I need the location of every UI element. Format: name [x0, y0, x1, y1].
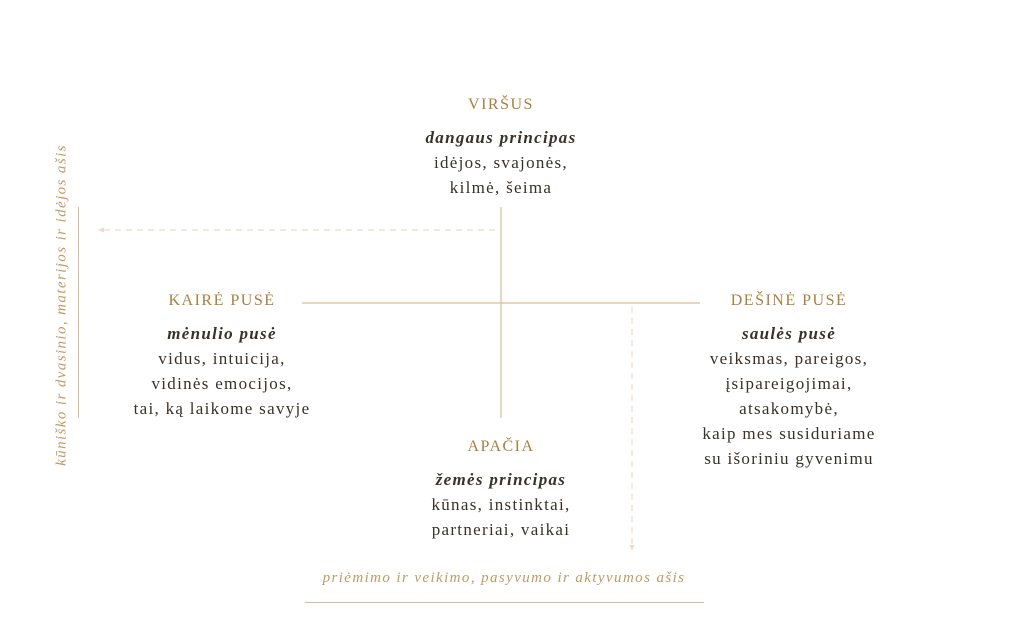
left-line: tai, ką laikome savyje — [133, 399, 311, 418]
bottom-line: partneriai, vaikai — [431, 520, 571, 539]
right-line: įsipareigojimai, — [725, 374, 853, 393]
bottom-line: kūnas, instinktai, — [431, 495, 571, 514]
bottom-section: APAČIA žemės principas kūnas, instinktai… — [431, 437, 570, 542]
top-line: idėjos, svajonės, — [433, 153, 568, 172]
top-title: VIRŠUS — [468, 96, 534, 113]
right-subtitle: saulės pusė — [741, 324, 837, 343]
left-line: vidus, intuicija, — [158, 349, 286, 368]
left-subtitle: mėnulio pusė — [167, 324, 277, 343]
top-subtitle: dangaus principas — [425, 128, 577, 147]
horizontal-axis-label: priėmimo ir veikimo, pasyvumo ir aktyvum… — [322, 570, 686, 586]
bottom-title: APAČIA — [467, 438, 535, 455]
left-line: vidinės emocijos, — [151, 374, 293, 393]
right-section: DEŠINĖ PUSĖ saulės pusė veiksmas, pareig… — [702, 291, 875, 471]
left-title: KAIRĖ PUSĖ — [168, 292, 276, 309]
arrowhead-down-icon — [629, 545, 635, 551]
horizontal-axis-rule — [305, 602, 704, 604]
right-line: su išoriniu gyvenimu — [704, 449, 874, 468]
right-line: veiksmas, pareigos, — [709, 349, 869, 368]
vertical-axis-rule — [78, 207, 80, 418]
arrowhead-left-icon — [98, 227, 104, 233]
top-line: kilmė, šeima — [449, 178, 553, 197]
bottom-subtitle: žemės principas — [435, 470, 567, 489]
right-line: atsakomybė, — [739, 399, 839, 418]
right-title: DEŠINĖ PUSĖ — [730, 292, 848, 309]
right-line: kaip mes susiduriame — [702, 424, 876, 443]
vertical-axis-label: kūniško ir dvasinio, materijos ir idėjos… — [53, 144, 70, 466]
top-section: VIRŠUS dangaus principas idėjos, svajonė… — [425, 95, 576, 200]
left-section: KAIRĖ PUSĖ mėnulio pusė vidus, intuicija… — [134, 291, 311, 421]
